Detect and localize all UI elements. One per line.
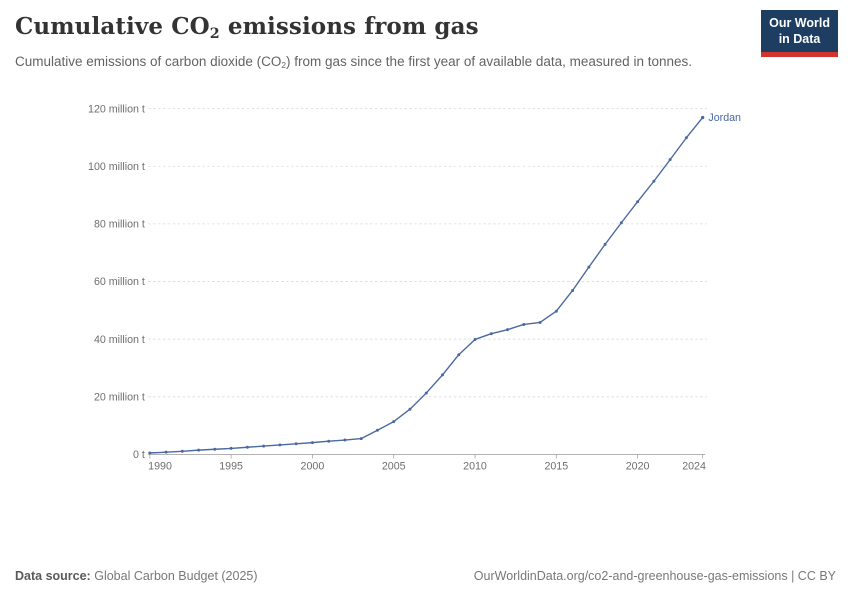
owid-logo[interactable]: Our World in Data [761,10,838,57]
x-axis-tick-label: 2005 [382,461,406,473]
data-source: Data source: Global Carbon Budget (2025) [15,569,258,583]
x-axis-tick-label: 2024 [682,461,706,473]
data-point [375,428,379,432]
y-axis-tick-label: 40 million t [94,334,145,346]
data-point [359,437,363,441]
chart-title-subscript: 2 [209,25,220,42]
chart-line [149,117,704,454]
data-source-value: Global Carbon Budget (2025) [94,569,258,583]
emissions-line-chart: 0 t 20 million t 40 million t 60 million t 8… [88,103,741,473]
chart-subtitle-text: Cumulative emissions of carbon dioxide (… [15,54,282,69]
data-point [408,407,412,411]
y-axis-tick-label: 100 million t [88,161,145,173]
data-point [327,439,331,443]
data-point [229,446,233,450]
data-point [213,447,217,451]
data-source-label: Data source: [15,569,91,583]
x-axis-tick-label: 2015 [544,461,568,473]
data-point [180,449,184,453]
data-point [668,158,672,162]
data-point [571,288,575,292]
data-point [489,332,493,336]
x-axis-tick-label: 2010 [463,461,487,473]
chart-subtitle-subscript: 2 [281,60,287,71]
data-point [457,353,461,357]
data-point [441,373,444,377]
owid-logo-line2: in Data [778,32,821,47]
chart-subtitle-text-end: ) from gas since the first year of avail… [286,54,692,69]
y-axis-tick-label: 60 million t [94,276,145,288]
data-point [684,136,688,140]
chart-title-text: Cumulative CO [15,13,210,40]
chart-title: Cumulative CO2 emissions from gas [15,13,479,42]
data-point [554,309,558,313]
data-point [278,443,282,447]
chart-subtitle: Cumulative emissions of carbon dioxide (… [15,52,715,71]
data-point [197,448,201,452]
data-point [619,221,623,225]
y-axis-tick-label: 120 million t [88,103,145,115]
x-axis-tick-label: 1995 [219,461,243,473]
data-point [652,179,656,183]
data-point [506,328,510,332]
y-axis-tick-label: 80 million t [94,219,145,231]
y-axis-tick-label: 0 t [133,449,145,461]
data-point [343,438,347,442]
owid-logo-line1: Our World [769,16,830,30]
x-axis-tick-label: 2020 [626,461,650,473]
data-point [310,441,314,445]
data-point [245,445,249,449]
data-point [424,391,428,395]
data-point [473,337,477,341]
data-point [392,420,396,424]
x-axis-tick-label: 1990 [148,461,172,473]
data-point [603,242,607,246]
series-end-label: Jordan [708,112,741,124]
data-point [700,115,705,120]
data-point [587,265,591,269]
data-point [522,322,526,326]
data-point [262,444,266,448]
data-point [538,320,542,324]
data-point [164,450,168,454]
x-axis-tick-label: 2000 [301,461,325,473]
chart-title-text-end: emissions from gas [219,13,479,40]
data-point [294,442,298,446]
y-axis-tick-label: 20 million t [94,392,145,404]
data-point [148,451,152,455]
owid-citation-link[interactable]: OurWorldinData.org/co2-and-greenhouse-ga… [473,569,836,583]
data-point [636,200,640,204]
